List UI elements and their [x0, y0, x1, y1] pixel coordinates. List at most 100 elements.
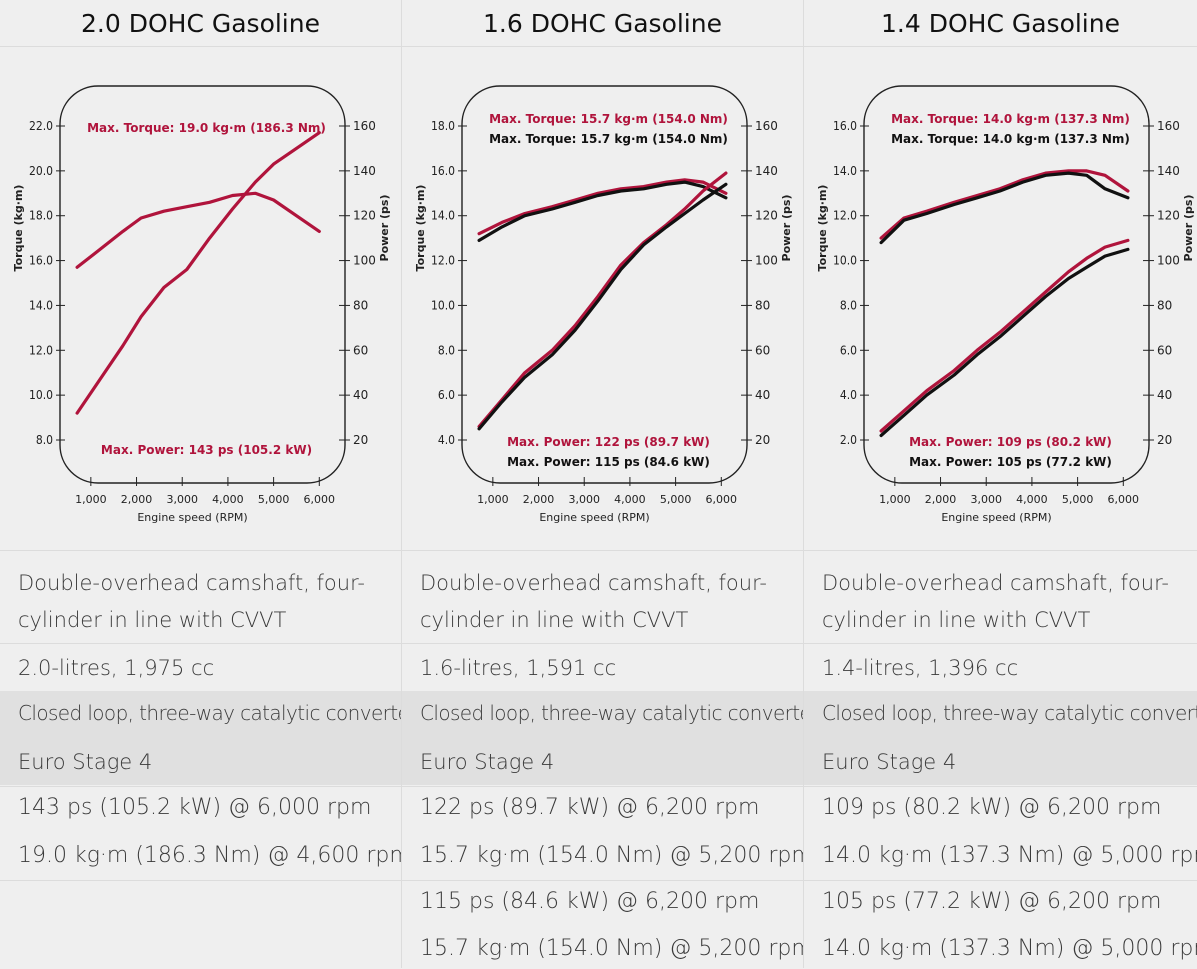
- black-power-curve: [477, 182, 728, 431]
- max-torque-text: 19.0 kg·m (186.3 Nm) @ 4,600 rpm: [18, 843, 411, 868]
- performance-cell-b: 115 ps (84.6 kW) @ 6,200 rpm 15.7 kg·m (…: [402, 880, 813, 969]
- max-torque-annotation-red: Max. Torque: 19.0 kg·m (186.3 Nm): [87, 121, 326, 135]
- y-tick-label: 18.0: [431, 119, 455, 133]
- max-torque-text-b: 15.7 kg·m (154.0 Nm) @ 5,200 rpm: [420, 936, 813, 961]
- y2-tick-label: 140: [1157, 164, 1180, 178]
- emission-cell: Closed loop, three-way catalytic convert…: [0, 691, 417, 785]
- max-torque-annotation-red: Max. Torque: 15.7 kg·m (154.0 Nm): [489, 112, 728, 126]
- x-tick-label: 1,000: [879, 493, 911, 506]
- column-title: 2.0 DOHC Gasoline: [0, 0, 401, 47]
- y2-tick-label: 60: [1157, 343, 1172, 357]
- x-tick-label: 3,000: [970, 493, 1002, 506]
- y2-tick-label: 140: [755, 164, 778, 178]
- y2-axis-label: Power (ps): [780, 195, 793, 262]
- x-tick-label: 5,000: [258, 493, 290, 506]
- performance-cell-a: 109 ps (80.2 kW) @ 6,200 rpm 14.0 kg·m (…: [804, 786, 1197, 881]
- y-tick-label: 10.0: [431, 298, 455, 312]
- engine-type-text: Double-overhead camshaft, four-cylinder …: [18, 571, 365, 632]
- y-tick-label: 14.0: [29, 298, 53, 312]
- max-torque-annotation-black: Max. Torque: 14.0 kg·m (137.3 Nm): [891, 132, 1130, 146]
- x-tick-label: 1,000: [477, 493, 509, 506]
- y-tick-label: 20.0: [29, 164, 53, 178]
- displacement-cell: 2.0-litres, 1,975 cc: [0, 643, 401, 692]
- euro-stage-text: Euro Stage 4: [420, 750, 555, 774]
- max-power-text-b: 115 ps (84.6 kW) @ 6,200 rpm: [420, 889, 760, 914]
- max-torque-annotation-red: Max. Torque: 14.0 kg·m (137.3 Nm): [891, 112, 1130, 126]
- x-tick-label: 2,000: [523, 493, 555, 506]
- displacement-cell: 1.6-litres, 1,591 cc: [402, 643, 803, 692]
- y2-tick-label: 120: [1157, 209, 1180, 223]
- y-tick-label: 22.0: [29, 119, 53, 133]
- y2-tick-label: 80: [755, 298, 770, 312]
- engine-column-2-0: 2.0 DOHC Gasoline 8.0 10.0 12.0 14.0 16.0 18.…: [0, 0, 417, 969]
- max-power-text: 143 ps (105.2 kW) @ 6,000 rpm: [18, 795, 372, 820]
- displacement-text: 2.0-litres, 1,975 cc: [18, 656, 215, 680]
- engine-type-text: Double-overhead camshaft, four-cylinder …: [822, 571, 1169, 632]
- y2-tick-label: 160: [755, 119, 778, 133]
- red-power-curve: [75, 131, 321, 415]
- engine-column-1-6: 1.6 DOHC Gasoline 4.0 6.0 8.0 10.0 12.0 14.0 1…: [402, 0, 819, 969]
- max-torque-annotation-black: Max. Torque: 15.7 kg·m (154.0 Nm): [489, 132, 728, 146]
- y-tick-label: 16.0: [29, 254, 53, 268]
- euro-stage-text: Euro Stage 4: [18, 750, 153, 774]
- emission-cell: Closed loop, three-way catalytic convert…: [402, 691, 819, 785]
- column-title: 1.4 DOHC Gasoline: [804, 0, 1197, 47]
- y-tick-label: 16.0: [431, 164, 455, 178]
- engine-type-cell: Double-overhead camshaft, four-cylinder …: [804, 550, 1197, 643]
- performance-cell-b: 105 ps (77.2 kW) @ 6,200 rpm 14.0 kg·m (…: [804, 880, 1197, 969]
- y2-tick-label: 60: [755, 343, 770, 357]
- y-tick-label: 10.0: [29, 388, 53, 402]
- max-power-annotation-red: Max. Power: 109 ps (80.2 kW): [909, 435, 1112, 449]
- performance-chart-svg: 8.0 10.0 12.0 14.0 16.0 18.0 20.0 22.0 20 40 60 80 1…: [12, 85, 391, 524]
- x-tick-label: 5,000: [660, 493, 692, 506]
- max-torque-text: 15.7 kg·m (154.0 Nm) @ 5,200 rpm: [420, 843, 813, 868]
- black-torque-curve: [879, 171, 1130, 245]
- y2-axis-label: Power (ps): [378, 195, 391, 262]
- x-tick-label: 4,000: [614, 493, 646, 506]
- black-torque-curve: [477, 180, 728, 242]
- x-tick-label: 2,000: [925, 493, 957, 506]
- y-axis-label: Torque (kg·m): [12, 185, 25, 272]
- engine-column-1-4: 1.4 DOHC Gasoline 2.0 4.0 6.0 8.0 10.0 12.0 14…: [804, 0, 1197, 969]
- x-tick-label: 4,000: [1016, 493, 1048, 506]
- engine-type-cell: Double-overhead camshaft, four-cylinder …: [0, 550, 401, 643]
- y2-tick-label: 80: [353, 298, 368, 312]
- y2-tick-label: 120: [353, 209, 376, 223]
- catalytic-text: Closed loop, three-way catalytic convert…: [420, 701, 819, 725]
- y2-tick-label: 40: [353, 388, 368, 402]
- performance-chart-2-0: 8.0 10.0 12.0 14.0 16.0 18.0 20.0 22.0 20 40 60 80 1…: [0, 59, 401, 548]
- displacement-text: 1.6-litres, 1,591 cc: [420, 656, 617, 680]
- performance-chart-svg: 2.0 4.0 6.0 8.0 10.0 12.0 14.0 16.0 20 40 60 80 100 1…: [816, 85, 1195, 524]
- y-axis-label: Torque (kg·m): [816, 185, 829, 272]
- y-tick-label: 10.0: [833, 254, 857, 268]
- y-tick-label: 4.0: [438, 433, 455, 447]
- y2-tick-label: 20: [353, 433, 368, 447]
- y-tick-label: 16.0: [833, 119, 857, 133]
- y-tick-label: 8.0: [36, 433, 53, 447]
- max-power-annotation-black: Max. Power: 105 ps (77.2 kW): [909, 455, 1112, 469]
- y-tick-label: 8.0: [840, 298, 857, 312]
- red-power-curve: [477, 171, 728, 429]
- red-torque-curve: [75, 191, 321, 269]
- max-power-text-b: 105 ps (77.2 kW) @ 6,200 rpm: [822, 889, 1162, 914]
- max-power-text: 122 ps (89.7 kW) @ 6,200 rpm: [420, 795, 760, 820]
- y2-tick-label: 160: [1157, 119, 1180, 133]
- x-tick-label: 3,000: [568, 493, 600, 506]
- chart-frame: [863, 85, 1150, 484]
- y-tick-label: 6.0: [438, 388, 455, 402]
- performance-chart-svg: 4.0 6.0 8.0 10.0 12.0 14.0 16.0 18.0 20 40 60 80 100…: [414, 85, 793, 524]
- y2-axis-label: Power (ps): [1182, 195, 1195, 262]
- max-power-annotation-red: Max. Power: 122 ps (89.7 kW): [507, 435, 710, 449]
- chart-frame: [59, 85, 346, 484]
- y2-tick-label: 80: [1157, 298, 1172, 312]
- y-tick-label: 4.0: [840, 388, 857, 402]
- y-tick-label: 14.0: [431, 209, 455, 223]
- performance-chart-1-4: 2.0 4.0 6.0 8.0 10.0 12.0 14.0 16.0 20 40 60 80 100 1…: [804, 59, 1197, 548]
- y-tick-label: 6.0: [840, 343, 857, 357]
- column-divider: [401, 0, 402, 968]
- x-tick-label: 6,000: [304, 493, 336, 506]
- displacement-text: 1.4-litres, 1,396 cc: [822, 656, 1019, 680]
- max-power-text: 109 ps (80.2 kW) @ 6,200 rpm: [822, 795, 1162, 820]
- displacement-cell: 1.4-litres, 1,396 cc: [804, 643, 1197, 692]
